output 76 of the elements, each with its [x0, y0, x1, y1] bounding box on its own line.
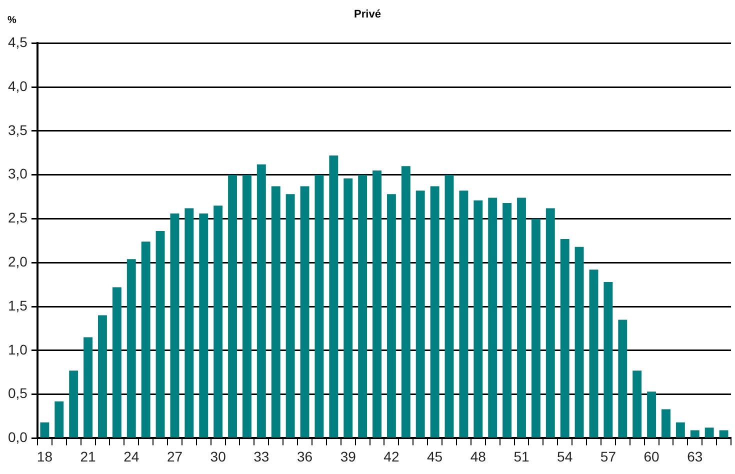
bar — [589, 270, 598, 438]
y-tick-label: 1,0 — [8, 341, 28, 358]
bar — [719, 430, 728, 438]
x-tick-label: 36 — [296, 448, 313, 464]
bar — [242, 174, 252, 438]
x-tick-label: 27 — [166, 448, 183, 464]
x-tick-label: 21 — [80, 448, 96, 464]
y-tick-label: 4,5 — [8, 34, 28, 50]
bar — [228, 174, 237, 438]
bar — [126, 259, 136, 438]
x-tick-label: 30 — [210, 448, 226, 464]
x-tick-label: 63 — [687, 448, 703, 464]
bar — [546, 208, 555, 438]
bar — [444, 174, 454, 438]
x-tick-label: 54 — [557, 448, 573, 464]
bar — [704, 428, 714, 438]
y-tick-label: 3,5 — [8, 122, 28, 138]
bar — [517, 198, 526, 438]
chart-title: Privé — [354, 8, 381, 21]
bar — [416, 190, 425, 438]
bar — [184, 208, 194, 438]
bar — [199, 213, 208, 438]
bar — [271, 186, 280, 438]
bar — [632, 370, 642, 438]
y-tick-label: 2,5 — [8, 210, 28, 226]
bar — [358, 174, 368, 438]
bar — [329, 156, 338, 438]
bar — [98, 315, 107, 438]
bar — [40, 422, 50, 438]
bar — [84, 337, 93, 438]
y-axis-title: % — [8, 14, 17, 26]
x-tick-label: 48 — [470, 448, 486, 464]
bar — [214, 206, 223, 438]
x-tick-label: 57 — [600, 448, 616, 464]
bar — [502, 202, 512, 438]
bar — [647, 392, 656, 438]
bar — [604, 282, 613, 438]
bar — [314, 174, 324, 438]
bar — [662, 409, 670, 438]
x-tick-label: 18 — [36, 448, 53, 464]
x-tick-label: 51 — [514, 448, 530, 464]
bar — [156, 231, 165, 438]
bar — [401, 166, 410, 438]
bar — [386, 194, 396, 438]
y-tick-label: 0,0 — [8, 429, 28, 446]
x-tick-label: 42 — [384, 448, 400, 464]
bar — [256, 164, 266, 438]
bar — [69, 370, 78, 438]
x-tick-label: 24 — [124, 448, 140, 464]
y-tick-label: 0,5 — [8, 385, 28, 402]
bar — [474, 200, 483, 438]
bar — [488, 198, 498, 438]
y-tick-label: 1,5 — [8, 297, 28, 314]
bar — [112, 287, 122, 438]
bar — [170, 213, 180, 438]
bar — [676, 422, 685, 438]
x-tick-label: 60 — [644, 448, 660, 464]
x-tick-label: 45 — [427, 448, 443, 464]
x-tick-label: 39 — [340, 448, 356, 464]
bar — [618, 320, 628, 438]
bar — [372, 170, 382, 438]
bar — [54, 401, 64, 438]
y-tick-label: 2,0 — [8, 254, 28, 270]
bar — [574, 246, 584, 438]
bar — [459, 190, 468, 438]
bar — [690, 430, 700, 438]
bar — [300, 186, 310, 438]
bar — [286, 194, 295, 438]
y-tick-label: 3,0 — [8, 166, 28, 182]
y-tick-label: 4,0 — [8, 78, 28, 94]
bar — [141, 242, 150, 438]
bar — [531, 218, 540, 438]
bar — [344, 178, 353, 438]
bar — [560, 238, 570, 438]
x-tick-label: 33 — [254, 448, 270, 464]
bar — [430, 186, 440, 438]
